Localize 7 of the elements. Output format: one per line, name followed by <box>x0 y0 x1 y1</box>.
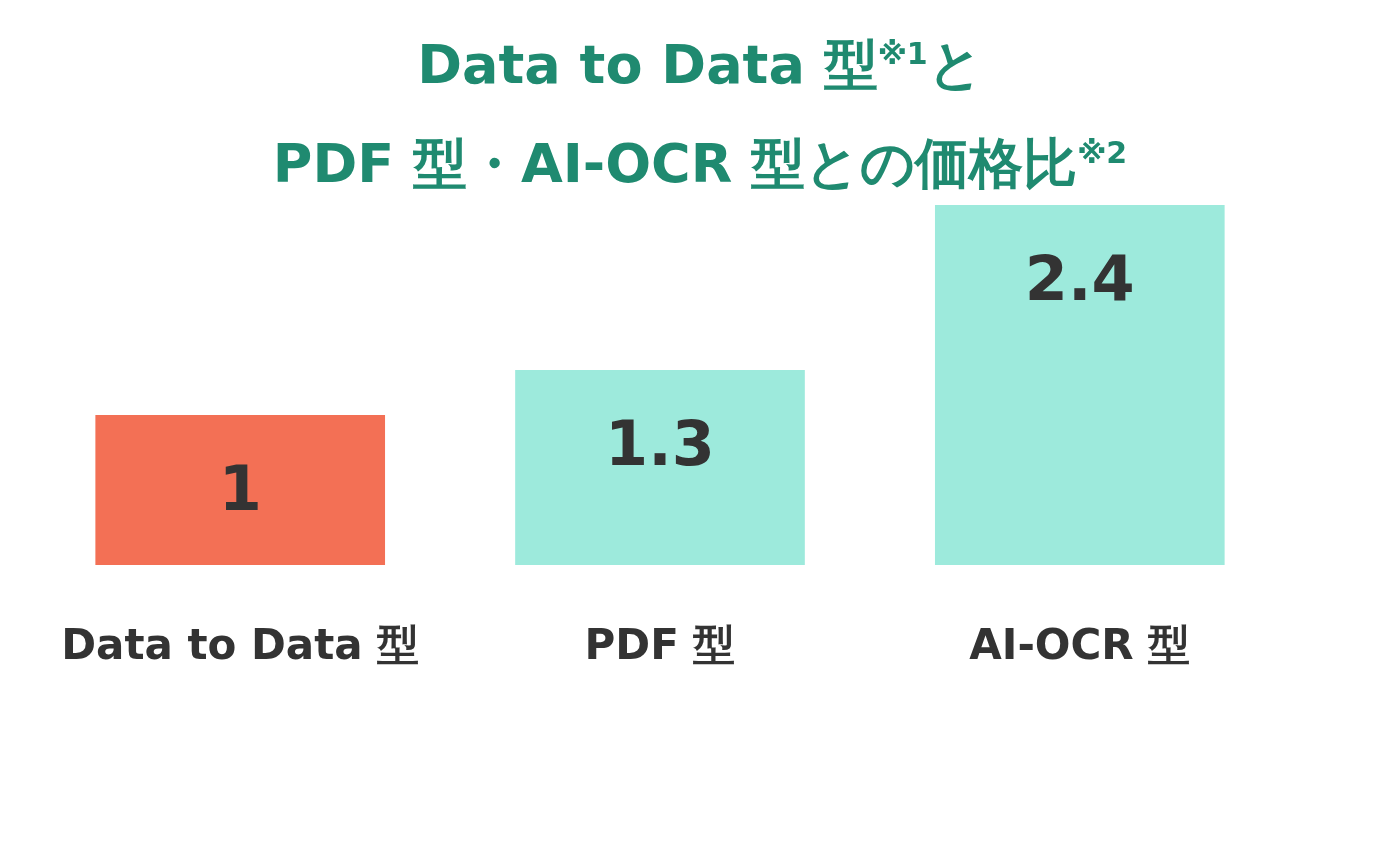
data-label: 1 <box>218 452 262 525</box>
data-label: 2.4 <box>1024 242 1135 315</box>
data-label: 1.3 <box>605 407 715 480</box>
x-tick-label: PDF 型 <box>584 619 736 669</box>
x-tick-label: Data to Data 型 <box>61 619 420 669</box>
chart-title: Data to Data 型$^{※1}$と PDF 型・AI-OCR 型との価格比$^{※2}$ <box>271 32 1129 197</box>
x-tick-label: AI-OCR 型 <box>969 619 1191 669</box>
